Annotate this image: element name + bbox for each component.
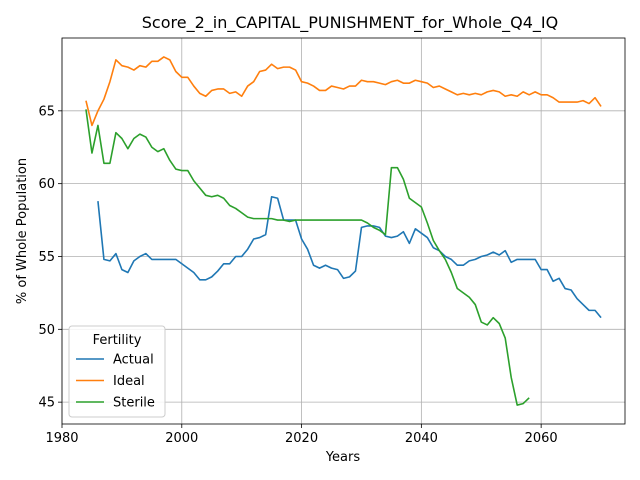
x-tick-label: 2020 <box>285 431 318 446</box>
plot-frame <box>61 37 626 425</box>
x-tick-label: 1980 <box>45 431 78 446</box>
x-tick-label: 2000 <box>165 431 198 446</box>
y-axis-label: % of Whole Population <box>15 158 30 304</box>
y-tick-label: 60 <box>38 177 55 192</box>
series-line-ideal <box>85 56 602 127</box>
chart-title: Score_2_in_CAPITAL_PUNISHMENT_for_Whole_… <box>142 13 558 33</box>
legend-label-actual: Actual <box>113 353 154 368</box>
x-axis-ticks: 1980 2000 2020 2040 2060 <box>45 424 558 446</box>
series-lines <box>85 56 602 406</box>
y-tick-label: 55 <box>38 250 55 265</box>
legend-label-sterile: Sterile <box>113 396 155 411</box>
x-axis-label: Years <box>325 450 361 465</box>
series-line-sterile <box>85 109 530 406</box>
y-tick-label: 45 <box>38 396 55 411</box>
series-line-actual <box>97 195 602 319</box>
legend-label-ideal: Ideal <box>113 374 145 389</box>
x-tick-label: 2040 <box>405 431 438 446</box>
y-axis-ticks: 45 50 55 60 65 <box>38 104 62 411</box>
legend-title: Fertility <box>93 333 142 348</box>
grid-lines <box>61 38 625 424</box>
x-tick-label: 2060 <box>525 431 558 446</box>
legend: Fertility Actual Ideal Sterile <box>68 325 166 418</box>
legend-box <box>68 325 166 418</box>
y-tick-label: 65 <box>38 104 55 119</box>
legend-entries: Actual Ideal Sterile <box>76 353 155 411</box>
y-tick-label: 50 <box>38 323 55 338</box>
